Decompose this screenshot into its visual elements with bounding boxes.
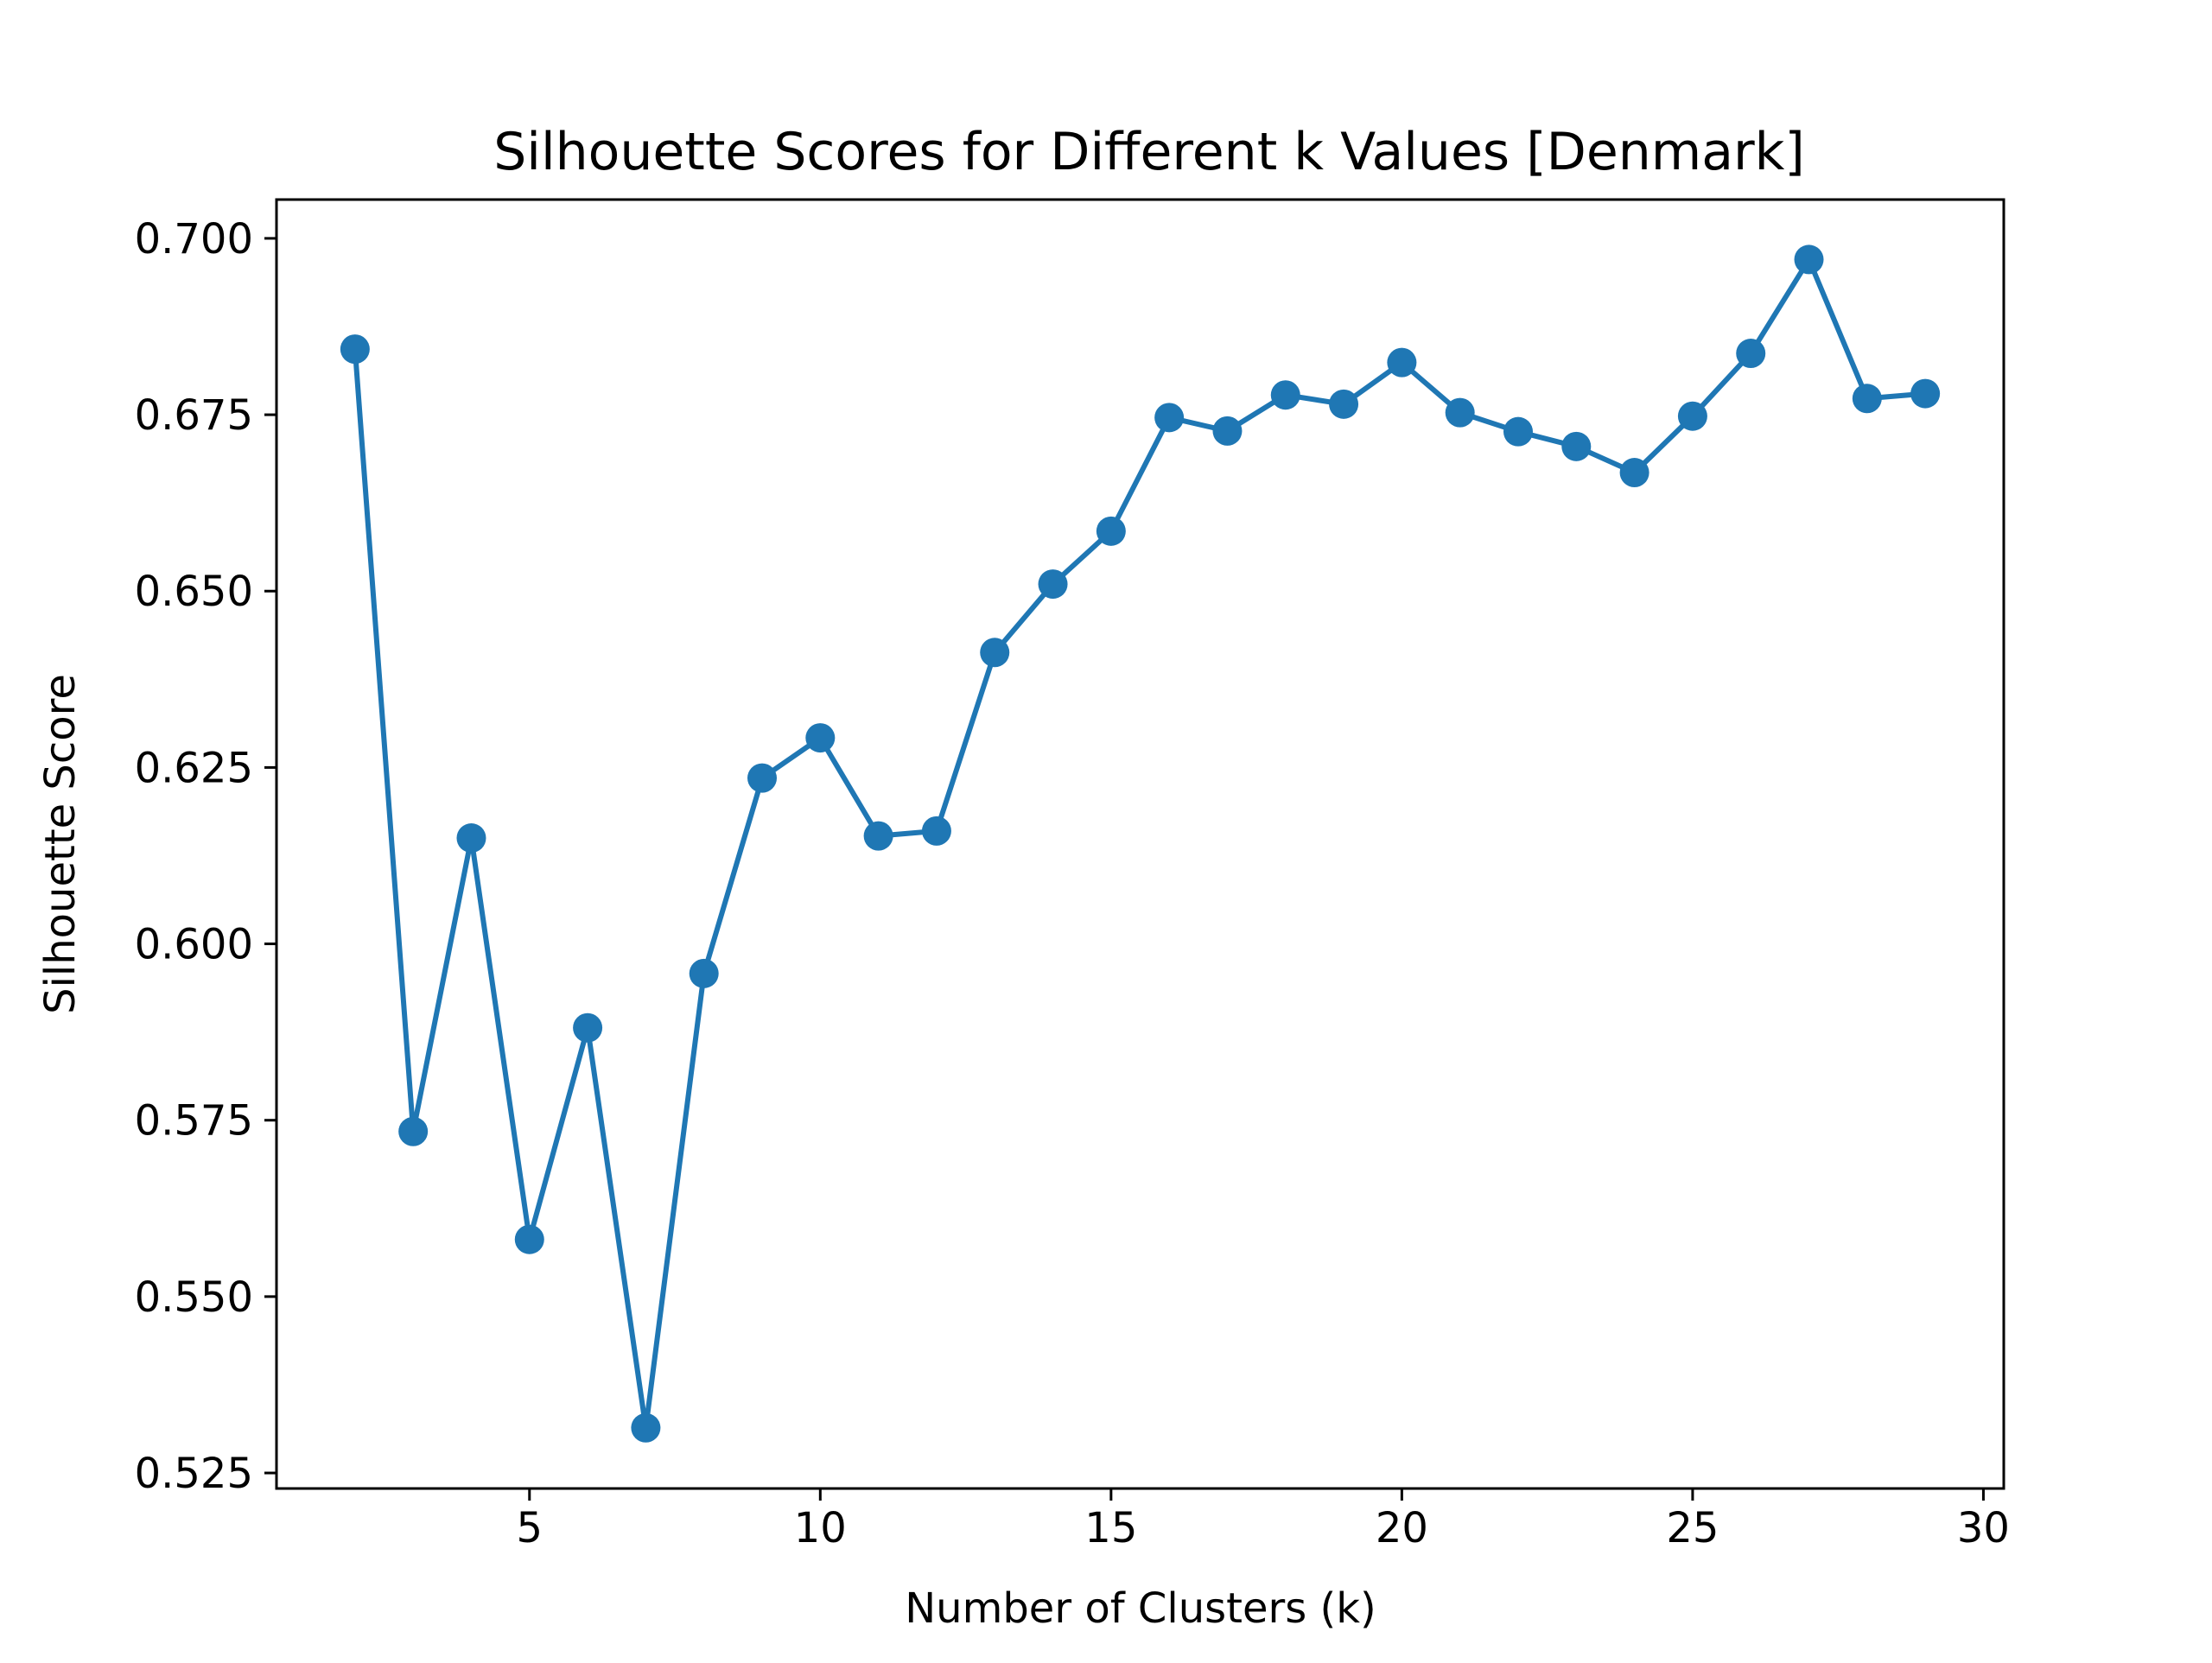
data-point <box>1677 401 1707 431</box>
x-tick-label: 30 <box>1957 1504 2010 1552</box>
data-point <box>1038 569 1068 600</box>
data-point <box>980 638 1010 668</box>
ticks: 5 10 15 20 25 30 0.525 0.550 0.575 0.600 0.625 0.65… <box>135 215 2010 1552</box>
y-tick-label: 0.600 <box>135 921 253 969</box>
data-point <box>573 1012 603 1043</box>
y-tick-label: 0.675 <box>135 391 253 440</box>
series-line <box>352 257 1926 1431</box>
data-point <box>747 763 778 793</box>
y-tick-label: 0.650 <box>135 568 253 616</box>
data-point <box>689 958 719 988</box>
data-point <box>1561 431 1592 461</box>
y-axis-label: Silhouette Score <box>36 674 85 1014</box>
x-axis-label: Number of Clusters (k) <box>905 1584 1376 1633</box>
x-tick-label: 10 <box>794 1504 847 1552</box>
chart-title: Silhouette Scores for Different k Values… <box>493 122 1805 182</box>
data-point <box>1736 339 1766 369</box>
y-tick-label: 0.550 <box>135 1273 253 1322</box>
series-layer <box>340 244 1941 1443</box>
data-point <box>1270 380 1300 410</box>
y-tick-label: 0.700 <box>135 215 253 263</box>
data-point <box>1387 347 1417 378</box>
y-tick-label: 0.525 <box>135 1450 253 1498</box>
data-point <box>514 1224 544 1254</box>
x-tick-label: 5 <box>517 1504 543 1552</box>
data-point <box>863 821 893 851</box>
data-point <box>1212 416 1243 446</box>
x-tick-label: 15 <box>1084 1504 1137 1552</box>
x-tick-label: 25 <box>1666 1504 1719 1552</box>
plot-area-frame <box>275 198 2005 1490</box>
data-point <box>1794 244 1824 275</box>
data-point <box>1445 397 1475 428</box>
data-point <box>340 334 370 365</box>
data-point <box>1503 416 1533 447</box>
data-point <box>1154 403 1185 433</box>
data-point <box>1096 516 1126 546</box>
data-point <box>1329 389 1359 419</box>
data-point <box>631 1412 661 1443</box>
data-point <box>1619 458 1649 488</box>
data-point <box>805 723 836 753</box>
data-point <box>398 1116 429 1146</box>
data-point <box>456 823 486 854</box>
data-point <box>921 816 951 846</box>
y-tick-label: 0.625 <box>135 744 253 792</box>
data-point <box>1852 384 1882 414</box>
y-tick-label: 0.575 <box>135 1097 253 1146</box>
x-tick-label: 20 <box>1376 1504 1428 1552</box>
data-point <box>1910 378 1941 409</box>
